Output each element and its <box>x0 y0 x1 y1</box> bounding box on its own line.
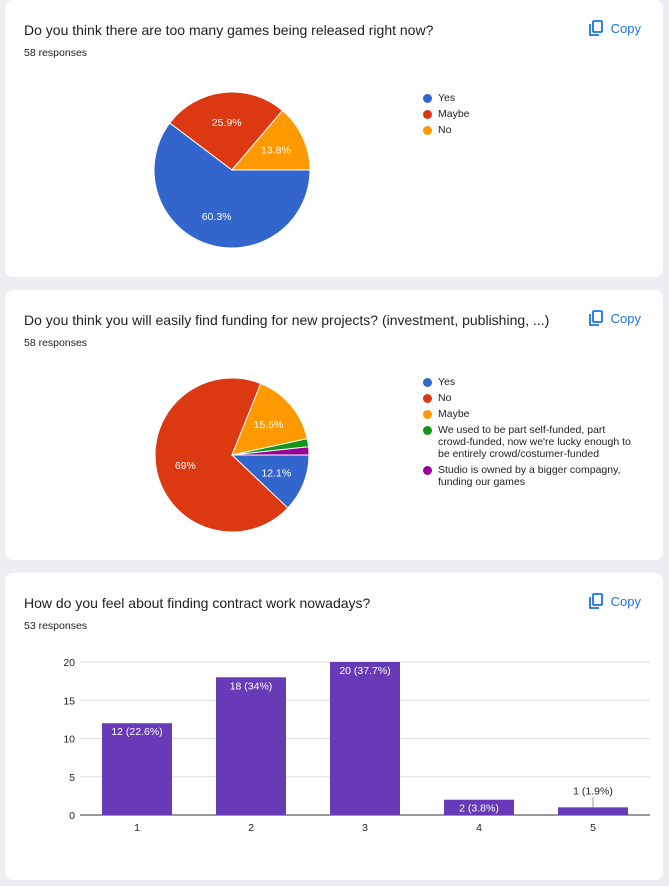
legend-label: Studio is owned by a bigger compagny, fu… <box>438 464 621 488</box>
legend-label: Yes <box>438 92 456 104</box>
legend-swatch <box>423 94 432 103</box>
question-title: How do you feel about finding contract w… <box>24 595 371 611</box>
legend-label: We used to be part self-funded, part cro… <box>438 424 631 460</box>
response-count: 58 responses <box>24 337 88 349</box>
legend-item: Studio is owned by a bigger compagny, fu… <box>423 464 633 488</box>
bar <box>216 677 286 815</box>
question-card-2: Do you think you will easily find fundin… <box>5 290 663 560</box>
copy-button[interactable]: Copy <box>588 310 641 326</box>
legend-swatch <box>423 378 432 387</box>
copy-button[interactable]: Copy <box>588 20 641 36</box>
pie-slice <box>230 454 310 509</box>
y-tick-label: 20 <box>63 657 75 669</box>
y-tick-label: 5 <box>69 772 75 784</box>
pie-chart: 60.3% 25.9% 13.8% <box>153 91 311 249</box>
x-tick-label: 1 <box>134 822 140 834</box>
bar-label: 12 (22.6%) <box>111 726 162 738</box>
legend-swatch <box>423 466 432 475</box>
bar-label: 20 (37.7%) <box>339 665 390 677</box>
pie-slice <box>231 382 308 456</box>
legend-label: No <box>438 124 452 136</box>
legend-swatch <box>423 426 432 435</box>
bar-label: 1 (1.9%) <box>573 785 613 797</box>
x-tick-label: 3 <box>362 822 368 834</box>
slice-label: 12.1% <box>261 468 291 480</box>
x-tick-label: 4 <box>476 822 482 834</box>
pie-slice <box>231 446 310 456</box>
legend-label: No <box>438 392 452 404</box>
bar <box>558 807 628 815</box>
question-card-3: How do you feel about finding contract w… <box>5 573 663 880</box>
copy-button[interactable]: Copy <box>588 593 641 609</box>
x-tick-label: 5 <box>590 822 596 834</box>
pie-chart: 12.1% 69% 15.5% <box>154 377 310 533</box>
legend-label: Maybe <box>438 408 470 420</box>
y-tick-label: 15 <box>63 695 75 707</box>
copy-icon <box>588 20 603 36</box>
response-count: 53 responses <box>24 620 88 632</box>
chart-legend: Yes Maybe No <box>423 92 470 140</box>
legend-swatch <box>423 410 432 419</box>
question-title: Do you think you will easily find fundin… <box>24 312 550 328</box>
bar-label: 18 (34%) <box>230 680 273 692</box>
legend-swatch <box>423 110 432 119</box>
legend-item: We used to be part self-funded, part cro… <box>423 424 633 460</box>
y-tick-label: 0 <box>69 810 75 822</box>
legend-item: Maybe <box>423 408 633 420</box>
x-tick-label: 2 <box>248 822 254 834</box>
bar <box>102 723 172 815</box>
slice-label: 60.3% <box>202 211 232 223</box>
copy-icon <box>588 593 603 609</box>
legend-item: Yes <box>423 92 470 104</box>
legend-label: Maybe <box>438 108 470 120</box>
legend-label: Yes <box>438 376 456 388</box>
bar-label: 2 (3.8%) <box>459 803 499 815</box>
legend-swatch <box>423 126 432 135</box>
bar-chart: 0 5 10 15 20 12 (22.6%) 1 18 (34%) 2 20 (37.7%) 3 2… <box>63 657 650 834</box>
copy-icon <box>588 310 603 326</box>
slice-label: 13.8% <box>261 145 291 157</box>
legend-swatch <box>423 394 432 403</box>
chart-legend: Yes No Maybe We used to be part self-funded… <box>423 376 633 492</box>
question-card-1: Do you think there are too many games be… <box>5 0 663 277</box>
question-title: Do you think there are too many games be… <box>24 22 434 38</box>
slice-label: 15.5% <box>254 419 284 431</box>
slice-label: 69% <box>175 460 196 472</box>
pie-slice <box>169 91 284 171</box>
y-tick-label: 10 <box>63 734 75 746</box>
bar <box>330 662 400 815</box>
pie-slice <box>154 377 289 533</box>
response-count: 58 responses <box>24 47 88 59</box>
legend-item: No <box>423 124 470 136</box>
pie-slice <box>153 122 311 249</box>
slice-label: 25.9% <box>212 117 242 129</box>
pie-slice <box>230 109 311 171</box>
legend-item: Yes <box>423 376 633 388</box>
legend-item: Maybe <box>423 108 470 120</box>
bar <box>444 799 514 815</box>
legend-item: No <box>423 392 633 404</box>
